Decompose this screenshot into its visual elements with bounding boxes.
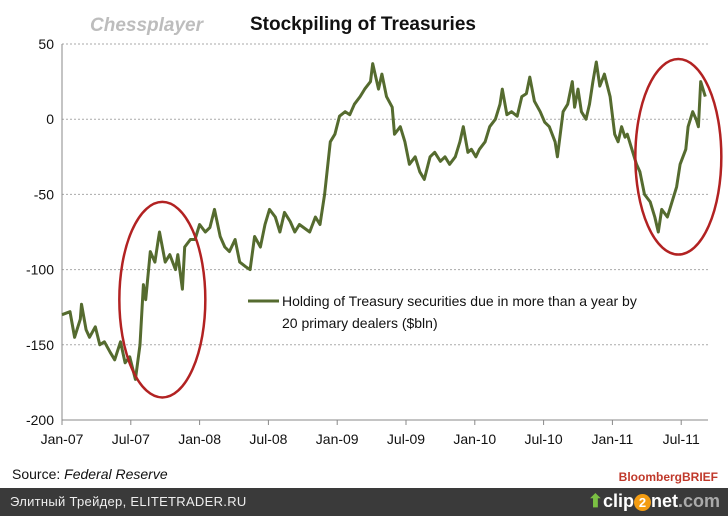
chart-title: Stockpiling of Treasuries (250, 14, 476, 35)
series-line (61, 60, 707, 381)
annotations (118, 57, 723, 399)
x-tick-label: Jan-11 (592, 431, 634, 447)
x-tick-label: Jul-11 (663, 431, 700, 447)
logo-part: clip (602, 491, 634, 511)
y-tick-label: -200 (26, 412, 54, 428)
x-axis: Jan-07 Jul-07 Jan-08 Jul-08 Jan-09 Jul-09 Jan-… (41, 419, 708, 447)
x-tick-label: Jul-10 (525, 431, 563, 447)
x-tick-label: Jul-08 (249, 431, 287, 447)
clip2net-logo[interactable]: ⬆clip 2 net.com (588, 491, 720, 512)
y-axis: 50 0 -50 -100 -150 -200 (26, 36, 63, 428)
highlight-ellipse (634, 57, 723, 256)
y-tick-label: -100 (26, 262, 54, 278)
upload-arrow-icon: ⬆ (587, 491, 603, 511)
line-chart: Chessplayer Stockpiling of Treasuries 50… (26, 14, 723, 447)
logo-part: net (650, 491, 678, 511)
x-tick-label: Jul-09 (387, 431, 425, 447)
y-tick-label: 0 (46, 111, 54, 127)
source-value: Federal Reserve (64, 466, 168, 482)
legend-label-line1: Holding of Treasury securities due in mo… (282, 293, 637, 309)
x-tick-label: Jul-07 (112, 431, 150, 447)
x-tick-label: Jan-08 (178, 431, 221, 447)
brand-logo: BloombergBRIEF (618, 470, 718, 484)
y-tick-label: -50 (34, 186, 54, 202)
x-tick-label: Jan-07 (41, 431, 84, 447)
x-tick-label: Jan-10 (453, 431, 496, 447)
footer-bar: Элитный Трейдер, ELITETRADER.RU ⬆clip 2 ne… (0, 488, 728, 516)
legend: Holding of Treasury securities due in mo… (248, 293, 637, 331)
logo-part: 2 (633, 494, 651, 511)
source-note: Source: Federal Reserve (12, 466, 168, 482)
y-tick-label: 50 (38, 36, 54, 52)
legend-label-line2: 20 primary dealers ($bln) (282, 315, 438, 331)
y-tick-label: -150 (26, 337, 54, 353)
x-tick-label: Jan-09 (316, 431, 359, 447)
watermark-logo: Chessplayer (90, 15, 205, 36)
logo-part: .com (677, 491, 720, 511)
highlight-ellipse (118, 200, 207, 399)
footer-caption: Элитный Трейдер, ELITETRADER.RU (10, 494, 247, 509)
source-label: Source: (12, 466, 61, 482)
